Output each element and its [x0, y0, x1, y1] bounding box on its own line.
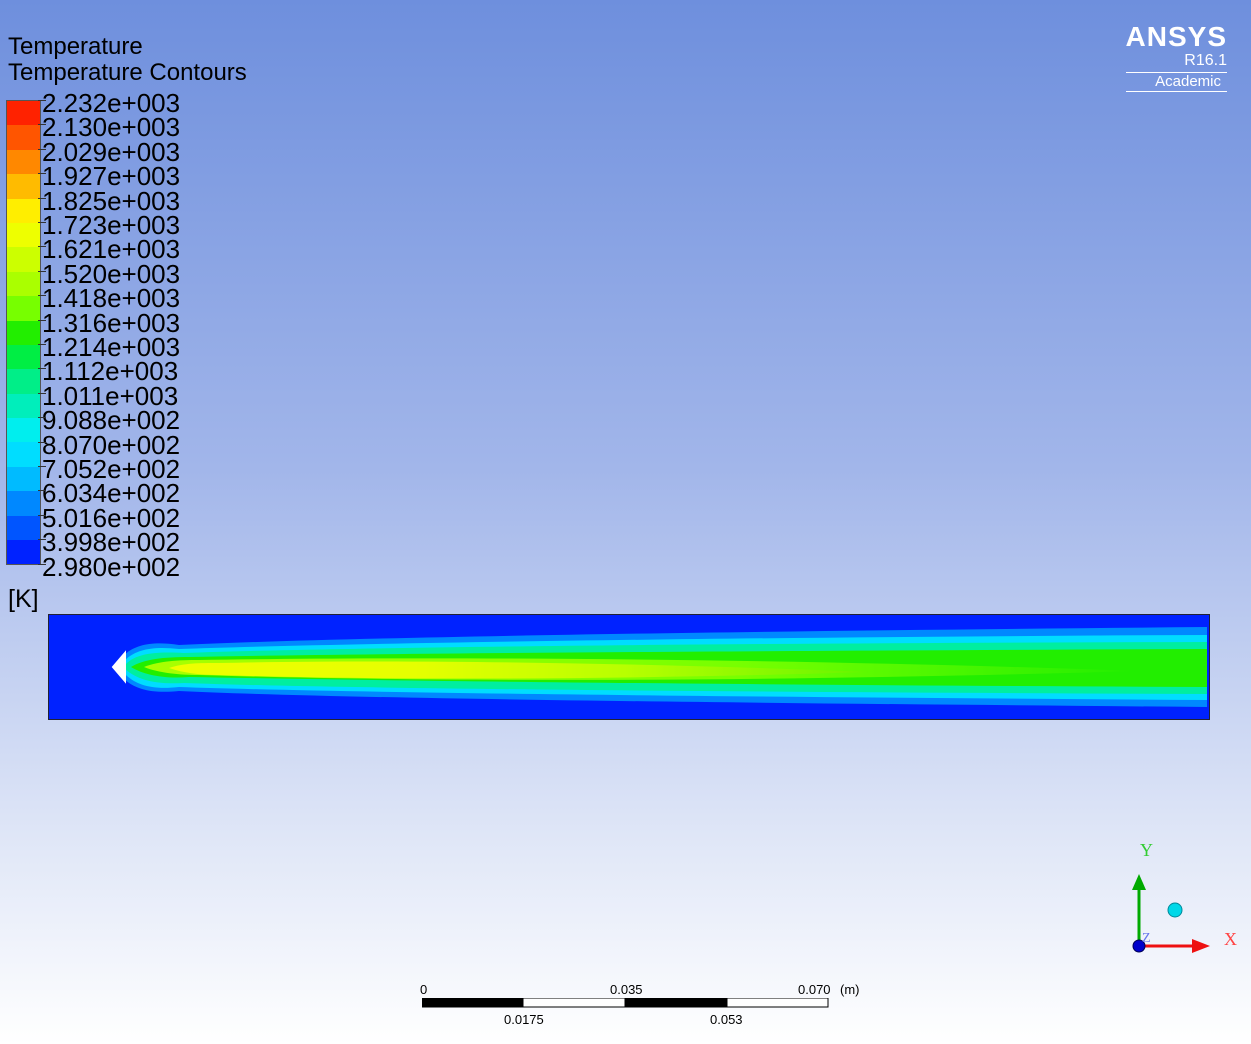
- scale-bar: 0 0.035 0.070 (m) 0.0175 0.053: [420, 978, 880, 1028]
- legend-band: [7, 540, 40, 565]
- legend-band: [7, 174, 40, 199]
- ansys-logo: ANSYS R16.1 Academic: [1125, 21, 1227, 92]
- legend-band: [7, 466, 40, 492]
- legend-tick: [38, 466, 46, 467]
- legend-tick: [38, 563, 46, 565]
- inlet-wall: [111, 650, 126, 684]
- legend-tick: [38, 173, 46, 175]
- legend-label: 2.980e+002: [42, 551, 181, 582]
- rotation-center-icon: [1167, 902, 1183, 918]
- legend-band: [7, 247, 40, 272]
- legend-band: [7, 369, 40, 394]
- scale-unit: (m): [840, 982, 860, 997]
- legend-tick: [38, 124, 46, 126]
- legend-unit: [K]: [8, 585, 39, 613]
- z-axis-dot-icon: [1132, 939, 1146, 953]
- legend-label: 1.927e+003: [42, 161, 181, 192]
- contour-plot-domain[interactable]: [48, 614, 1210, 720]
- scale-label-053: 0.053: [710, 1012, 743, 1027]
- legend-band: [7, 198, 40, 223]
- legend-label: 1.011e+003: [42, 380, 179, 411]
- scale-segment-4: [726, 998, 829, 1008]
- brand-name: ANSYS: [1125, 21, 1227, 52]
- legend-label: 1.520e+003: [42, 258, 181, 289]
- legend-band: [7, 149, 40, 175]
- legend-band: [7, 320, 40, 345]
- legend-band: [7, 101, 40, 126]
- legend-label: 3.998e+002: [42, 527, 181, 558]
- legend-label: 6.034e+002: [42, 478, 181, 509]
- brand-edition: Academic: [1125, 72, 1227, 92]
- legend-label: 2.232e+003: [42, 88, 181, 118]
- brand-version: R16.1: [1184, 52, 1227, 69]
- legend-tick: [38, 368, 46, 370]
- legend-label: 5.016e+002: [42, 502, 181, 533]
- scale-label-070: 0.070: [798, 982, 831, 997]
- legend-label: 1.418e+003: [42, 283, 181, 314]
- scale-label-0175: 0.0175: [504, 1012, 544, 1027]
- scale-segment-1: [422, 998, 524, 1008]
- legend-tick: [38, 270, 46, 272]
- legend-label: 1.825e+003: [42, 185, 181, 216]
- legend-band: [7, 491, 40, 516]
- legend-band: [7, 393, 40, 419]
- x-axis-arrow-icon: [1192, 939, 1210, 953]
- legend-tick: [38, 392, 46, 394]
- legend-label: 1.621e+003: [42, 234, 181, 265]
- axis-triad: Y X Z: [1120, 836, 1250, 966]
- legend-band: [7, 296, 40, 321]
- legend-tick: [38, 295, 46, 297]
- legend-label: 2.130e+003: [42, 112, 181, 143]
- legend-label: 7.052e+002: [42, 454, 181, 484]
- legend-band: [7, 271, 40, 297]
- legend-label: 2.029e+003: [42, 136, 181, 167]
- legend-tick: [38, 148, 46, 150]
- plot-subtitle: Temperature Contours: [8, 59, 247, 86]
- scale-segment-3: [624, 998, 728, 1008]
- legend-tick: [38, 100, 46, 101]
- plot-title: Temperature: [8, 33, 143, 60]
- scale-label-035: 0.035: [610, 982, 643, 997]
- legend-band: [7, 418, 40, 443]
- y-axis-arrow-icon: [1132, 874, 1146, 890]
- legend-label: 1.214e+003: [42, 332, 181, 362]
- legend-band: [7, 515, 40, 541]
- legend-tick: [38, 222, 46, 223]
- legend-tick: [38, 344, 46, 345]
- scale-label-0: 0: [420, 982, 428, 997]
- color-legend-bar: [6, 100, 41, 566]
- z-axis-label: Z: [1142, 931, 1151, 946]
- legend-label: 9.088e+002: [42, 405, 181, 436]
- legend-band: [7, 344, 40, 370]
- legend-band: [7, 125, 40, 150]
- legend-tick: [38, 246, 46, 248]
- contour-band-1700k: [169, 661, 869, 679]
- legend-label: 1.723e+003: [42, 210, 181, 240]
- legend-band: [7, 442, 40, 467]
- legend-band: [7, 222, 40, 248]
- legend-tick: [38, 539, 46, 541]
- legend-tick: [38, 441, 46, 443]
- legend-label: 1.316e+003: [42, 307, 181, 338]
- x-axis-label: X: [1224, 929, 1237, 949]
- legend-tick: [38, 197, 46, 199]
- legend-tick: [38, 319, 46, 321]
- legend-label: 8.070e+002: [42, 429, 181, 460]
- y-axis-label: Y: [1140, 840, 1153, 860]
- scale-segment-2: [522, 998, 626, 1008]
- legend-label: 1.112e+003: [42, 356, 179, 387]
- legend-tick: [38, 514, 46, 516]
- legend-tick: [38, 417, 46, 419]
- legend-tick: [38, 490, 46, 492]
